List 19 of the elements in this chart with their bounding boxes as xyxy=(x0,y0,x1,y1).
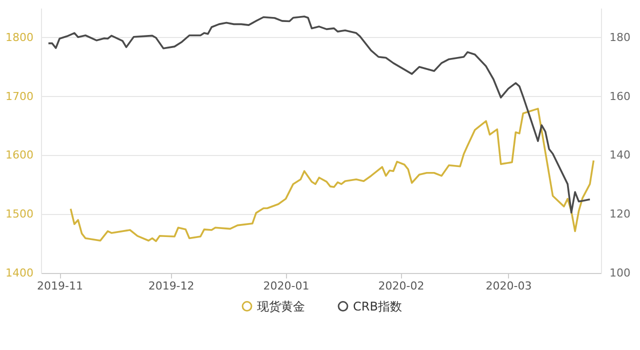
y-tick-label: 1500 xyxy=(6,208,34,221)
legend-label: 现货黄金 xyxy=(257,299,305,314)
y-tick-label: 1800 xyxy=(6,30,34,44)
x-tick-label: 2019-11 xyxy=(37,280,84,292)
y-tick-label: 1600 xyxy=(6,148,34,162)
x-tick-label: 2020-03 xyxy=(486,280,532,292)
line-series xyxy=(48,16,591,214)
y-tick-label: 1400 xyxy=(6,266,34,280)
y2-tick-label: 120 xyxy=(610,208,630,221)
x-tick-label: 2020-02 xyxy=(378,280,424,292)
line-series xyxy=(70,108,594,242)
y-tick-label: 1700 xyxy=(6,90,34,103)
y2-tick-label: 180 xyxy=(610,30,630,44)
legend-label: CRB指数 xyxy=(353,299,402,314)
y2-tick-label: 100 xyxy=(610,266,630,280)
x-tick-label: 2019-12 xyxy=(148,280,194,292)
x-tick-label: 2020-01 xyxy=(263,280,310,292)
y2-tick-label: 140 xyxy=(610,148,630,162)
y2-tick-label: 160 xyxy=(610,90,630,103)
